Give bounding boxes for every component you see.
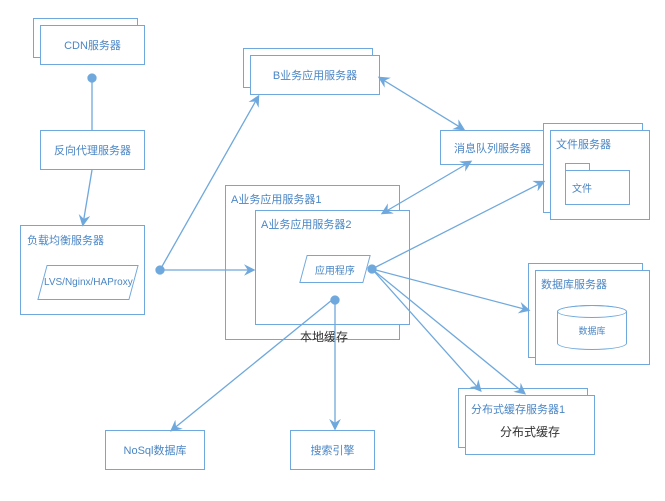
mq-label: 消息队列服务器 [454, 140, 531, 156]
folder-label: 文件 [572, 180, 592, 195]
nosql-label: NoSql数据库 [124, 442, 187, 458]
a-app1-label: A业务应用服务器1 [231, 191, 321, 207]
file-srv-label: 文件服务器 [556, 136, 611, 152]
dist-cache-label: 分布式缓存服务器1 [471, 401, 565, 417]
lb-inner: LVS/Nginx/HAProxy [37, 265, 138, 300]
search-label: 搜索引擎 [311, 442, 355, 458]
search-node: 搜索引擎 [290, 430, 375, 470]
cdn-label: CDN服务器 [64, 37, 121, 53]
db-label: 数据库 [578, 324, 605, 337]
b-app-node: B业务应用服务器 [250, 55, 380, 95]
mq-node: 消息队列服务器 [440, 130, 545, 165]
a-app-inner-label: 应用程序 [315, 262, 355, 277]
dist-cache-inner-label: 分布式缓存 [500, 423, 560, 440]
lb-label: 负载均衡服务器 [27, 232, 104, 248]
cdn-node: CDN服务器 [40, 25, 145, 65]
dist-cache-node: 分布式缓存服务器1 分布式缓存 [465, 395, 595, 455]
db-cylinder: 数据库 [557, 305, 627, 350]
reverse-proxy-node: 反向代理服务器 [40, 130, 145, 170]
folder-body: 文件 [565, 170, 630, 205]
nosql-node: NoSql数据库 [105, 430, 205, 470]
a-app-inner-node: 应用程序 [299, 255, 371, 283]
db-srv-label: 数据库服务器 [541, 276, 607, 292]
reverse-proxy-label: 反向代理服务器 [54, 142, 131, 158]
b-app-label: B业务应用服务器 [273, 67, 357, 83]
lb-inner-label: LVS/Nginx/HAProxy [44, 277, 133, 288]
a-app2-label: A业务应用服务器2 [261, 216, 351, 232]
